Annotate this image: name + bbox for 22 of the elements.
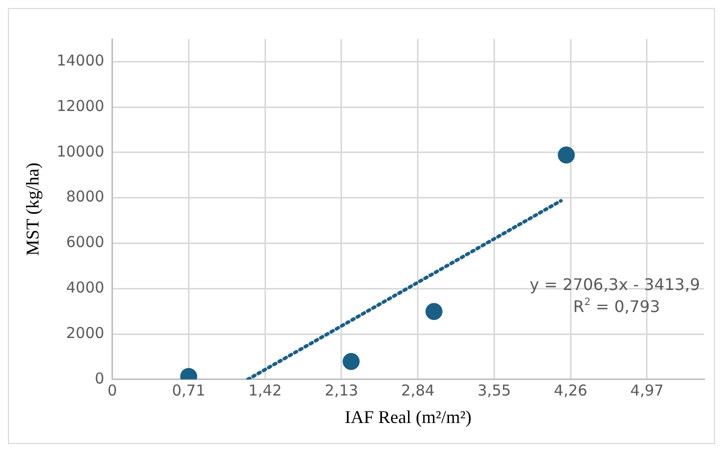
y-tick-label: 6000 — [66, 233, 104, 252]
y-tick-label: 0 — [94, 369, 104, 388]
y-tick-label: 12000 — [56, 96, 104, 115]
y-tick-label: 4000 — [66, 278, 104, 297]
point — [425, 303, 442, 320]
x-axis-title: IAF Real (m²/m²) — [344, 406, 472, 427]
point — [558, 146, 575, 164]
x-tick-label: 0,71 — [172, 381, 206, 400]
x-tick-label: 0 — [108, 381, 118, 400]
annotation: y = 2706,3x - 3413,9 — [530, 275, 700, 294]
x-tick-label: 2,84 — [401, 381, 435, 400]
point — [342, 352, 360, 370]
y-axis-title: MST (kg/ha) — [22, 162, 43, 256]
x-tick-label: 3,55 — [478, 381, 511, 400]
x-tick-label: 4,97 — [630, 381, 664, 400]
y-tick-label: 8000 — [66, 188, 104, 206]
x-tick-label: 2,13 — [324, 381, 358, 400]
x-tick-label: 1,42 — [248, 381, 282, 400]
y-tick-label: 10000 — [56, 142, 104, 160]
x-tick-label: 4,26 — [554, 381, 588, 400]
y-tick-label: 14000 — [56, 52, 104, 70]
y-tick-label: 2000 — [66, 324, 104, 342]
